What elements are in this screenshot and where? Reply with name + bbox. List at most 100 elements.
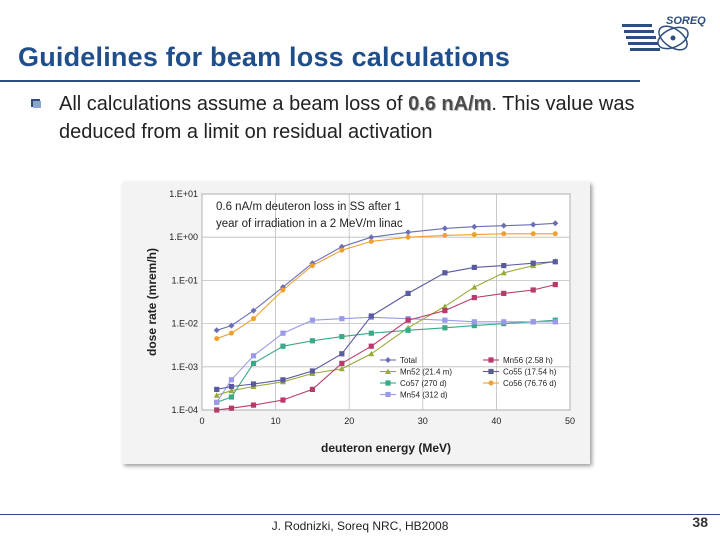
- data-point: [405, 327, 411, 333]
- x-tick-label: 40: [491, 416, 501, 426]
- bullet-icon: [31, 99, 41, 108]
- data-point: [309, 263, 315, 269]
- data-point: [339, 360, 345, 366]
- y-tick-label: 1.E-04: [171, 405, 198, 415]
- footer-rule: [0, 514, 720, 515]
- x-tick-label: 50: [565, 416, 575, 426]
- chart-title: 0.6 nA/m deuteron loss in SS after 1 year…: [216, 201, 403, 230]
- data-point: [228, 405, 235, 411]
- data-point: [228, 387, 235, 394]
- data-point: [213, 327, 220, 334]
- data-point: [228, 377, 235, 383]
- data-point: [552, 281, 558, 288]
- x-tick-label: 0: [199, 416, 204, 426]
- data-point: [471, 284, 478, 290]
- data-point: [471, 264, 477, 270]
- data-point: [552, 259, 558, 265]
- data-point: [471, 322, 477, 329]
- bullet-text-post: . This value was deduced from a limit on…: [59, 93, 635, 143]
- data-point: [530, 221, 537, 228]
- data-point: [368, 350, 375, 357]
- data-point: [501, 263, 507, 269]
- data-point: [530, 231, 536, 237]
- slide-title: Guidelines for beam loss calculations: [18, 42, 511, 72]
- data-point: [442, 317, 448, 323]
- legend-label: Total: [400, 356, 417, 365]
- data-point: [228, 322, 235, 329]
- y-tick-label: 1.E+00: [169, 232, 198, 242]
- beam-loss-value: 0.6 nA/m: [408, 93, 492, 115]
- title-underline: [0, 80, 640, 82]
- data-point: [368, 343, 374, 349]
- data-point: [338, 243, 345, 250]
- y-axis-label: dose rate (mrem/h): [145, 248, 159, 356]
- x-axis-label: deuteron energy (MeV): [321, 441, 451, 455]
- data-point: [441, 303, 448, 309]
- data-point: [280, 343, 286, 349]
- data-point: [368, 313, 374, 319]
- dose-rate-chart: 1.E-04 1.E-03 1.E-02 1.E-01 1.E+00 1.E+01 0 10 2…: [145, 189, 575, 455]
- data-point: [368, 234, 375, 241]
- data-point: [405, 317, 411, 323]
- bullet-text: All calculations assume a beam loss of 0…: [59, 90, 699, 146]
- legend-label: Mn52 (21.4 m): [400, 368, 452, 377]
- page-number: 38: [692, 514, 708, 530]
- data-point: [214, 399, 220, 405]
- legend-marker: [385, 391, 391, 398]
- logo-text: SOREQ: [666, 15, 706, 27]
- data-point: [228, 383, 235, 390]
- data-point: [338, 365, 345, 372]
- legend-marker: [385, 380, 391, 386]
- data-point: [530, 260, 536, 266]
- data-point: [214, 336, 220, 342]
- data-point: [228, 330, 234, 336]
- data-point: [250, 307, 257, 314]
- legend-marker: [385, 368, 391, 374]
- y-tick-label: 1.E-02: [171, 319, 198, 329]
- data-point: [501, 319, 507, 325]
- data-point: [442, 270, 448, 276]
- data-point: [500, 222, 507, 229]
- legend-label: Co57 (270 d): [400, 379, 447, 388]
- data-point: [213, 392, 220, 398]
- data-point: [280, 377, 286, 383]
- legend-marker: [488, 357, 494, 363]
- legend-marker: [488, 380, 494, 386]
- data-point: [471, 294, 477, 301]
- data-point: [530, 319, 536, 325]
- data-point: [471, 223, 478, 230]
- data-point: [228, 394, 235, 400]
- footer-credit: J. Rodnizki, Soreq NRC, HB2008: [271, 519, 449, 533]
- data-point: [441, 225, 448, 232]
- data-point: [552, 220, 559, 227]
- data-point: [500, 269, 507, 276]
- y-tick-label: 1.E-01: [171, 275, 198, 285]
- data-point: [530, 287, 536, 293]
- logo-emblem-icon: [622, 24, 689, 51]
- data-point: [552, 231, 558, 237]
- data-point: [442, 325, 448, 331]
- data-point: [280, 330, 286, 336]
- x-tick-label: 10: [271, 416, 281, 426]
- data-point: [309, 317, 315, 323]
- x-tick-label: 30: [418, 416, 428, 426]
- data-point: [405, 290, 411, 297]
- data-point: [250, 381, 257, 387]
- data-point: [214, 407, 220, 413]
- data-point: [471, 319, 477, 325]
- data-point: [339, 316, 345, 322]
- legend-label: Mn56 (2.58 h): [503, 356, 553, 365]
- legend-marker: [385, 357, 391, 363]
- data-point: [280, 287, 286, 293]
- data-point: [309, 368, 315, 374]
- data-point: [309, 338, 315, 344]
- data-point: [214, 386, 220, 392]
- data-point: [250, 353, 257, 359]
- legend-label: Co56 (76.76 d): [503, 379, 557, 388]
- data-point: [339, 351, 345, 357]
- y-tick-label: 1.E+01: [169, 189, 198, 199]
- data-point: [471, 232, 477, 238]
- data-point: [501, 290, 507, 297]
- data-point: [442, 232, 448, 238]
- y-tick-label: 1.E-03: [171, 362, 198, 372]
